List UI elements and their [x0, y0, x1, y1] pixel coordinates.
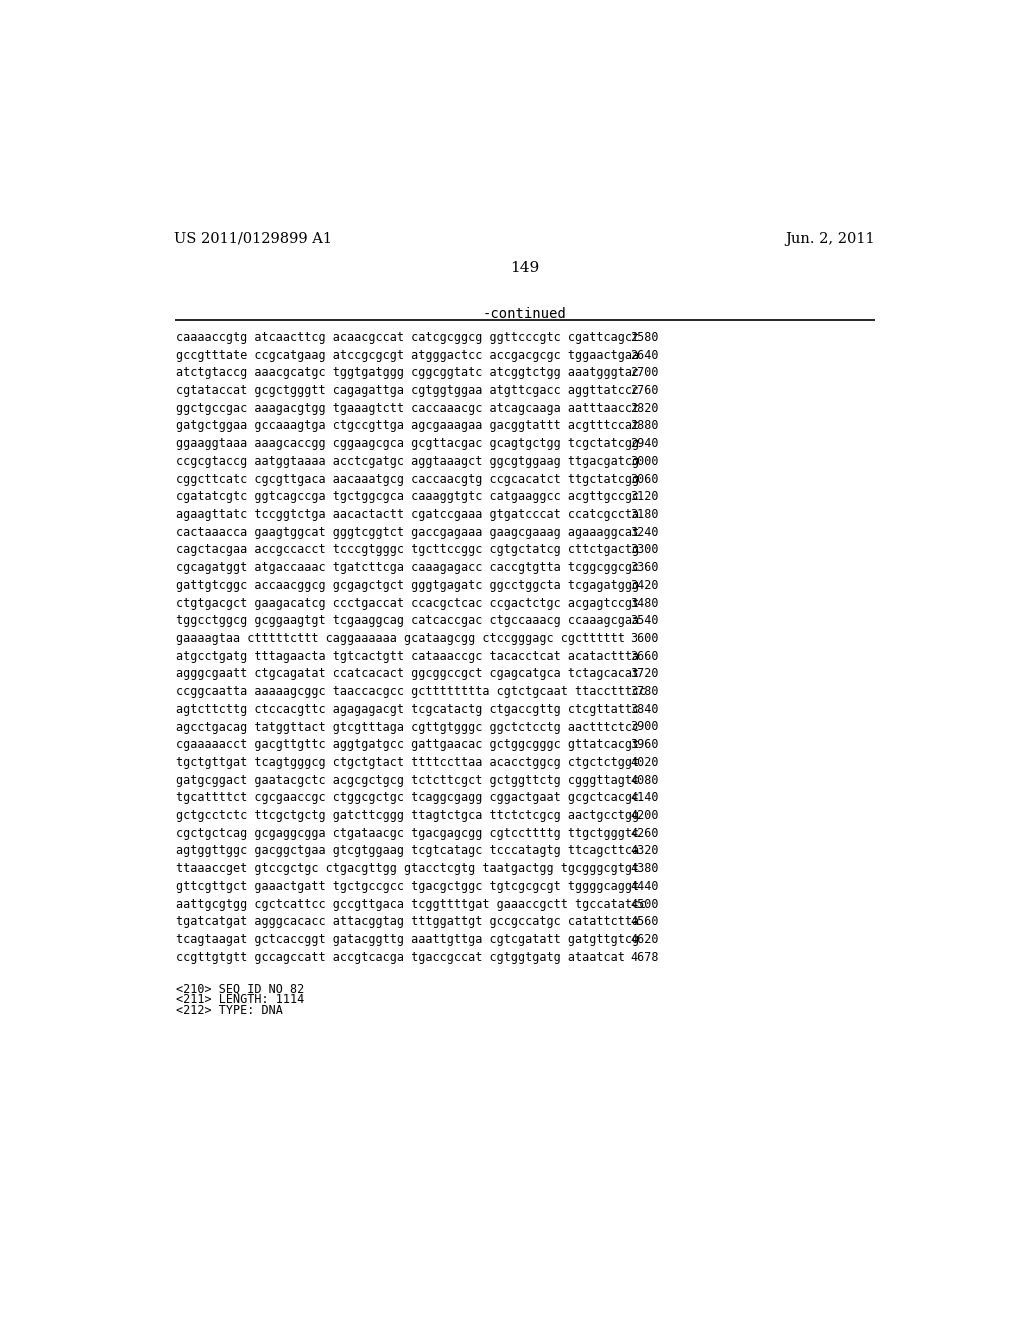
Text: ggctgccgac aaagacgtgg tgaaagtctt caccaaacgc atcagcaaga aatttaacct: ggctgccgac aaagacgtgg tgaaagtctt caccaaa… — [176, 401, 639, 414]
Text: 2580: 2580 — [630, 331, 658, 345]
Text: 2820: 2820 — [630, 401, 658, 414]
Text: 3120: 3120 — [630, 490, 658, 503]
Text: ccgcgtaccg aatggtaaaa acctcgatgc aggtaaagct ggcgtggaag ttgacgatcg: ccgcgtaccg aatggtaaaa acctcgatgc aggtaaa… — [176, 455, 639, 467]
Text: 3360: 3360 — [630, 561, 658, 574]
Text: gatgcggact gaatacgctc acgcgctgcg tctcttcgct gctggttctg cgggttagtc: gatgcggact gaatacgctc acgcgctgcg tctcttc… — [176, 774, 639, 787]
Text: 3600: 3600 — [630, 632, 658, 645]
Text: atctgtaccg aaacgcatgc tggtgatggg cggcggtatc atcggtctgg aaatgggtac: atctgtaccg aaacgcatgc tggtgatggg cggcggt… — [176, 367, 639, 379]
Text: <210> SEQ ID NO 82: <210> SEQ ID NO 82 — [176, 982, 304, 995]
Text: 3240: 3240 — [630, 525, 658, 539]
Text: 4380: 4380 — [630, 862, 658, 875]
Text: ttaaaccget gtccgctgc ctgacgttgg gtacctcgtg taatgactgg tgcgggcgtgt: ttaaaccget gtccgctgc ctgacgttgg gtacctcg… — [176, 862, 639, 875]
Text: 4620: 4620 — [630, 933, 658, 946]
Text: gccgtttate ccgcatgaag atccgcgcgt atgggactcc accgacgcgc tggaactgaa: gccgtttate ccgcatgaag atccgcgcgt atgggac… — [176, 348, 639, 362]
Text: 4500: 4500 — [630, 898, 658, 911]
Text: aattgcgtgg cgctcattcc gccgttgaca tcggttttgat gaaaccgctt tgccatatcc: aattgcgtgg cgctcattcc gccgttgaca tcggttt… — [176, 898, 646, 911]
Text: 3540: 3540 — [630, 614, 658, 627]
Text: cgctgctcag gcgaggcgga ctgataacgc tgacgagcgg cgtccttttg ttgctgggtc: cgctgctcag gcgaggcgga ctgataacgc tgacgag… — [176, 826, 639, 840]
Text: cgatatcgtc ggtcagccga tgctggcgca caaaggtgtc catgaaggcc acgttgccgc: cgatatcgtc ggtcagccga tgctggcgca caaaggt… — [176, 490, 639, 503]
Text: ggaaggtaaa aaagcaccgg cggaagcgca gcgttacgac gcagtgctgg tcgctatcgg: ggaaggtaaa aaagcaccgg cggaagcgca gcgttac… — [176, 437, 639, 450]
Text: 2940: 2940 — [630, 437, 658, 450]
Text: 3300: 3300 — [630, 544, 658, 557]
Text: 4200: 4200 — [630, 809, 658, 822]
Text: Jun. 2, 2011: Jun. 2, 2011 — [785, 231, 876, 246]
Text: 4020: 4020 — [630, 756, 658, 770]
Text: 3180: 3180 — [630, 508, 658, 521]
Text: cgaaaaacct gacgttgttc aggtgatgcc gattgaacac gctggcgggc gttatcacgt: cgaaaaacct gacgttgttc aggtgatgcc gattgaa… — [176, 738, 639, 751]
Text: 3420: 3420 — [630, 578, 658, 591]
Text: tcagtaagat gctcaccggt gatacggttg aaattgttga cgtcgatatt gatgttgtcg: tcagtaagat gctcaccggt gatacggttg aaattgt… — [176, 933, 639, 946]
Text: cgcagatggt atgaccaaac tgatcttcga caaagagacc caccgtgtta tcggcggcgc: cgcagatggt atgaccaaac tgatcttcga caaagag… — [176, 561, 639, 574]
Text: 3900: 3900 — [630, 721, 658, 734]
Text: 3720: 3720 — [630, 668, 658, 680]
Text: cagctacgaa accgccacct tcccgtgggc tgcttccggc cgtgctatcg cttctgactg: cagctacgaa accgccacct tcccgtgggc tgcttcc… — [176, 544, 639, 557]
Text: 4140: 4140 — [630, 792, 658, 804]
Text: 3780: 3780 — [630, 685, 658, 698]
Text: tgctgttgat tcagtgggcg ctgctgtact ttttccttaa acacctggcg ctgctctggt: tgctgttgat tcagtgggcg ctgctgtact ttttcct… — [176, 756, 639, 770]
Text: 2760: 2760 — [630, 384, 658, 397]
Text: 3060: 3060 — [630, 473, 658, 486]
Text: 3840: 3840 — [630, 702, 658, 715]
Text: agtcttcttg ctccacgttc agagagacgt tcgcatactg ctgaccgttg ctcgttattc: agtcttcttg ctccacgttc agagagacgt tcgcata… — [176, 702, 639, 715]
Text: gttcgttgct gaaactgatt tgctgccgcc tgacgctggc tgtcgcgcgt tggggcaggt: gttcgttgct gaaactgatt tgctgccgcc tgacgct… — [176, 880, 639, 892]
Text: 3000: 3000 — [630, 455, 658, 467]
Text: gattgtcggc accaacggcg gcgagctgct gggtgagatc ggcctggcta tcgagatggg: gattgtcggc accaacggcg gcgagctgct gggtgag… — [176, 578, 639, 591]
Text: ctgtgacgct gaagacatcg ccctgaccat ccacgctcac ccgactctgc acgagtccgt: ctgtgacgct gaagacatcg ccctgaccat ccacgct… — [176, 597, 639, 610]
Text: cactaaacca gaagtggcat gggtcggtct gaccgagaaa gaagcgaaag agaaaggcat: cactaaacca gaagtggcat gggtcggtct gaccgag… — [176, 525, 639, 539]
Text: atgcctgatg tttagaacta tgtcactgtt cataaaccgc tacacctcat acatacttta: atgcctgatg tttagaacta tgtcactgtt cataaac… — [176, 649, 639, 663]
Text: gaaaagtaa ctttttcttt caggaaaaaa gcataagcgg ctccgggagc cgctttttt: gaaaagtaa ctttttcttt caggaaaaaa gcataagc… — [176, 632, 625, 645]
Text: 4260: 4260 — [630, 826, 658, 840]
Text: 3960: 3960 — [630, 738, 658, 751]
Text: 2880: 2880 — [630, 420, 658, 433]
Text: ccgttgtgtt gccagccatt accgtcacga tgaccgccat cgtggtgatg ataatcat: ccgttgtgtt gccagccatt accgtcacga tgaccgc… — [176, 950, 625, 964]
Text: agtggttggc gacggctgaa gtcgtggaag tcgtcatagc tcccatagtg ttcagcttca: agtggttggc gacggctgaa gtcgtggaag tcgtcat… — [176, 845, 639, 858]
Text: 3660: 3660 — [630, 649, 658, 663]
Text: ccggcaatta aaaaagcggc taaccacgcc gctttttttta cgtctgcaat ttacctttcc: ccggcaatta aaaaagcggc taaccacgcc gcttttt… — [176, 685, 646, 698]
Text: tgcattttct cgcgaaccgc ctggcgctgc tcaggcgagg cggactgaat gcgctcacgc: tgcattttct cgcgaaccgc ctggcgctgc tcaggcg… — [176, 792, 639, 804]
Text: -continued: -continued — [483, 308, 566, 321]
Text: 3480: 3480 — [630, 597, 658, 610]
Text: agcctgacag tatggttact gtcgtttaga cgttgtgggc ggctctcctg aactttctcc: agcctgacag tatggttact gtcgtttaga cgttgtg… — [176, 721, 639, 734]
Text: cggcttcatc cgcgttgaca aacaaatgcg caccaacgtg ccgcacatct ttgctatcgg: cggcttcatc cgcgttgaca aacaaatgcg caccaac… — [176, 473, 639, 486]
Text: tggcctggcg gcggaagtgt tcgaaggcag catcaccgac ctgccaaacg ccaaagcgaa: tggcctggcg gcggaagtgt tcgaaggcag catcacc… — [176, 614, 639, 627]
Text: <211> LENGTH: 1114: <211> LENGTH: 1114 — [176, 993, 304, 1006]
Text: caaaaccgtg atcaacttcg acaacgccat catcgcggcg ggttcccgtc cgattcagct: caaaaccgtg atcaacttcg acaacgccat catcgcg… — [176, 331, 639, 345]
Text: gatgctggaa gccaaagtga ctgccgttga agcgaaagaa gacggtattt acgtttccat: gatgctggaa gccaaagtga ctgccgttga agcgaaa… — [176, 420, 639, 433]
Text: 2640: 2640 — [630, 348, 658, 362]
Text: <212> TYPE: DNA: <212> TYPE: DNA — [176, 1003, 283, 1016]
Text: 2700: 2700 — [630, 367, 658, 379]
Text: 4440: 4440 — [630, 880, 658, 892]
Text: agggcgaatt ctgcagatat ccatcacact ggcggccgct cgagcatgca tctagcacat: agggcgaatt ctgcagatat ccatcacact ggcggcc… — [176, 668, 639, 680]
Text: tgatcatgat agggcacacc attacggtag tttggattgt gccgccatgc catattctta: tgatcatgat agggcacacc attacggtag tttggat… — [176, 915, 639, 928]
Text: gctgcctctc ttcgctgctg gatcttcggg ttagtctgca ttctctcgcg aactgcctgg: gctgcctctc ttcgctgctg gatcttcggg ttagtct… — [176, 809, 639, 822]
Text: 4320: 4320 — [630, 845, 658, 858]
Text: agaagttatc tccggtctga aacactactt cgatccgaaa gtgatcccat ccatcgccta: agaagttatc tccggtctga aacactactt cgatccg… — [176, 508, 639, 521]
Text: 149: 149 — [510, 261, 540, 275]
Text: 4560: 4560 — [630, 915, 658, 928]
Text: 4080: 4080 — [630, 774, 658, 787]
Text: US 2011/0129899 A1: US 2011/0129899 A1 — [174, 231, 333, 246]
Text: 4678: 4678 — [630, 950, 658, 964]
Text: cgtataccat gcgctgggtt cagagattga cgtggtggaa atgttcgacc aggttatccc: cgtataccat gcgctgggtt cagagattga cgtggtg… — [176, 384, 639, 397]
